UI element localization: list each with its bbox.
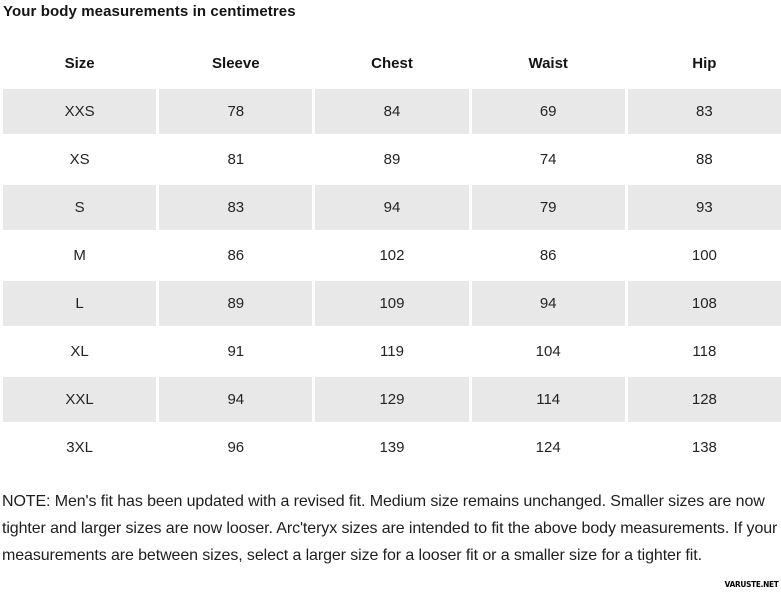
size-cell: M — [3, 233, 157, 278]
column-header-chest: Chest — [315, 41, 469, 86]
size-cell: XXL — [3, 377, 157, 422]
size-cell: 3XL — [3, 425, 157, 470]
measurement-cell: 81 — [159, 137, 313, 182]
measurement-cell: 89 — [315, 137, 469, 182]
measurement-cell: 78 — [159, 89, 313, 134]
measurement-cell: 74 — [471, 137, 625, 182]
measurement-cell: 94 — [159, 377, 313, 422]
measurement-cell: 124 — [471, 425, 625, 470]
watermark: VARUSTE.NET — [725, 580, 779, 589]
column-header-hip: Hip — [627, 41, 781, 86]
measurement-cell: 139 — [315, 425, 469, 470]
measurement-cell: 129 — [315, 377, 469, 422]
measurement-cell: 109 — [315, 281, 469, 326]
column-header-size: Size — [3, 41, 157, 86]
measurement-cell: 128 — [627, 377, 781, 422]
size-table: Size Sleeve Chest Waist Hip XXS 78 84 69 83 X… — [0, 41, 781, 470]
size-cell: XL — [3, 329, 157, 374]
measurement-cell: 108 — [627, 281, 781, 326]
measurement-cell: 119 — [315, 329, 469, 374]
size-cell: S — [3, 185, 157, 230]
measurement-cell: 94 — [315, 185, 469, 230]
measurement-cell: 91 — [159, 329, 313, 374]
measurement-cell: 89 — [159, 281, 313, 326]
measurement-cell: 104 — [471, 329, 625, 374]
measurement-cell: 94 — [471, 281, 625, 326]
column-header-waist: Waist — [471, 41, 625, 86]
measurement-cell: 100 — [627, 233, 781, 278]
size-chart-page: Your body measurements in centimetres Si… — [0, 3, 781, 592]
measurement-cell: 96 — [159, 425, 313, 470]
size-cell: XXS — [3, 89, 157, 134]
measurement-cell: 83 — [627, 89, 781, 134]
measurement-cell: 83 — [159, 185, 313, 230]
note-text: NOTE: Men's fit has been updated with a … — [2, 493, 778, 564]
size-cell: L — [3, 281, 157, 326]
measurement-cell: 86 — [471, 233, 625, 278]
measurement-cell: 84 — [315, 89, 469, 134]
measurement-cell: 118 — [627, 329, 781, 374]
measurement-cell: 93 — [627, 185, 781, 230]
measurement-cell: 88 — [627, 137, 781, 182]
page-title: Your body measurements in centimetres — [3, 3, 296, 20]
column-header-sleeve: Sleeve — [159, 41, 313, 86]
measurement-cell: 102 — [315, 233, 469, 278]
measurement-cell: 69 — [471, 89, 625, 134]
measurement-cell: 79 — [471, 185, 625, 230]
measurement-cell: 138 — [627, 425, 781, 470]
measurement-cell: 86 — [159, 233, 313, 278]
measurement-cell: 114 — [471, 377, 625, 422]
size-cell: XS — [3, 137, 157, 182]
